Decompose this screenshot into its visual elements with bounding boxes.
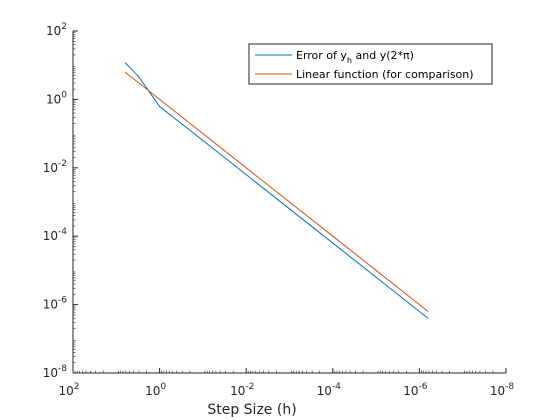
x-axis-label: Step Size (h) (207, 402, 296, 418)
y-tick-label: 102 (46, 22, 67, 38)
series-line-2 (124, 71, 429, 312)
axes-layer (72, 30, 507, 374)
x-tick-label: 100 (145, 382, 166, 398)
y-tick-label: 10-8 (43, 364, 68, 380)
y-tick-label: 100 (46, 90, 67, 106)
series-line-1 (124, 62, 429, 319)
legend-box (248, 43, 493, 85)
legend: Error of yh and y(2*π) Linear function (f… (248, 43, 493, 85)
x-tick-label: 10-4 (317, 382, 342, 398)
tick-labels: 102 100 10-2 10-4 10-6 10-8 10-8 10-6 10-4 10-2 10… (43, 22, 515, 398)
legend-entry-1: Error of yh and y(2*π) (296, 49, 414, 65)
y-tick-label: 10-2 (43, 159, 67, 175)
x-tick-label: 102 (58, 382, 79, 398)
x-tick-label: 10-6 (403, 382, 428, 398)
y-tick-label: 10-4 (43, 227, 68, 243)
y-tick-label: 10-6 (43, 296, 68, 312)
x-tick-label: 10-2 (230, 382, 254, 398)
x-tick-label: 10-8 (490, 382, 515, 398)
series-layer (124, 62, 429, 319)
legend-entry-2: Linear function (for comparison) (296, 68, 474, 81)
